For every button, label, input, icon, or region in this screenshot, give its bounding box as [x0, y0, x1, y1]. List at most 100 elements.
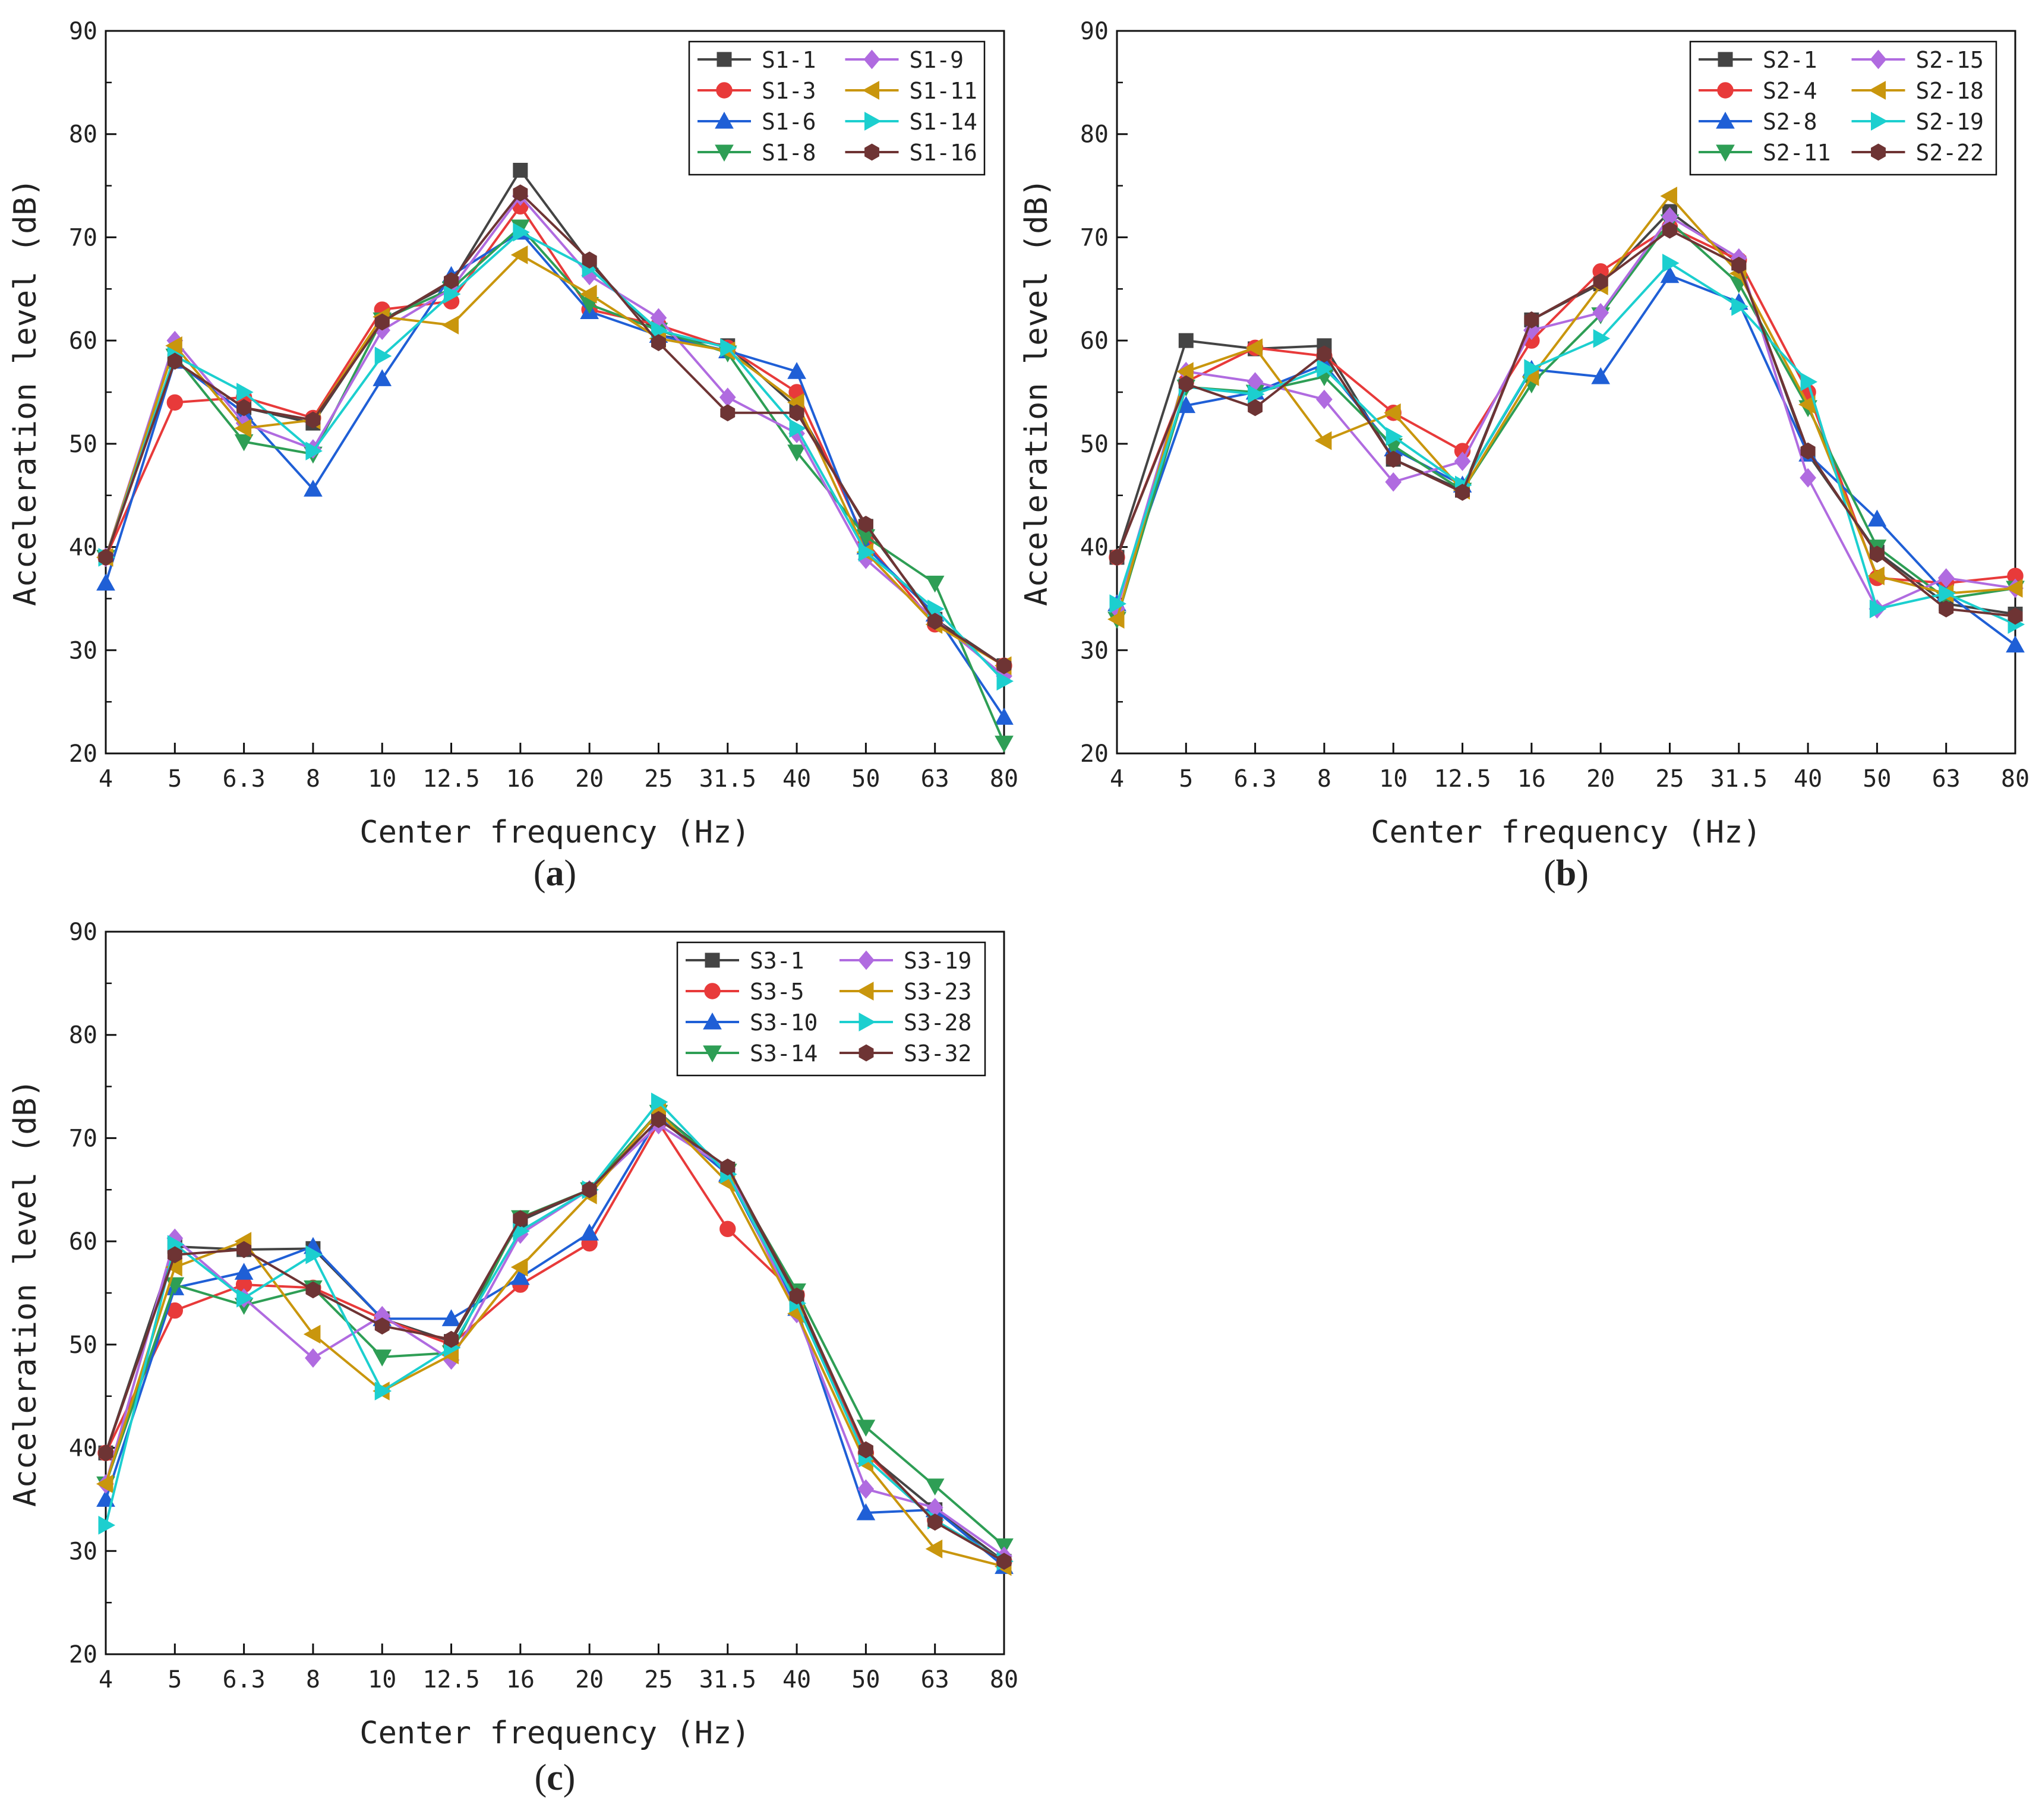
x-tick-label: 12.5 — [422, 1666, 479, 1693]
y-tick-label: 70 — [69, 224, 97, 251]
data-point — [1731, 297, 1749, 316]
legend-marker — [856, 982, 874, 1001]
data-point — [1454, 452, 1471, 471]
data-point — [510, 245, 528, 264]
data-point — [441, 1309, 461, 1326]
data-point — [444, 1330, 459, 1348]
x-tick-label: 31.5 — [699, 765, 756, 793]
y-tick-label: 20 — [69, 740, 97, 768]
chart-panel-b: 20 30 40 50 60 70 80 90 4 5 6.3 8 10 12.5 16 20 25 31.5 40… — [1019, 18, 2030, 894]
legend: S1-1 S1-3 S1-6 S1-8 S1-9 S1-11 S1-14 S1-16 — [688, 40, 986, 176]
chart-panel-c: 20 30 40 50 60 70 80 90 4 5 6.3 8 10 12.5 16 20 25 31.5 40… — [8, 919, 1018, 1798]
series-line — [1116, 215, 2016, 610]
data-point — [925, 1539, 943, 1559]
legend-label: S3-10 — [750, 1010, 818, 1036]
series-S3-1 — [98, 1105, 1012, 1569]
y-tick-label: 40 — [69, 1435, 97, 1462]
legend-marker — [859, 1012, 876, 1032]
data-point — [789, 404, 804, 422]
data-point — [856, 1420, 876, 1437]
data-point — [1800, 372, 1818, 392]
legend-marker — [717, 52, 732, 67]
series-S2-8 — [1107, 266, 2025, 653]
y-tick-label: 30 — [69, 1538, 97, 1565]
data-point — [236, 399, 252, 417]
data-point — [1800, 468, 1816, 488]
y-tick-label: 60 — [1080, 327, 1109, 355]
series-line — [105, 1100, 1005, 1563]
x-tick-label: 6.3 — [222, 1666, 265, 1693]
data-point — [167, 352, 182, 370]
x-tick-label: 8 — [306, 1666, 320, 1693]
series-S3-32 — [98, 1111, 1012, 1570]
x-tick-label: 5 — [1179, 765, 1193, 793]
legend-marker — [862, 81, 879, 100]
series-S2-11 — [1107, 214, 2025, 629]
data-point — [789, 1287, 804, 1305]
legend-label: S2-18 — [1916, 78, 1984, 104]
data-point — [1939, 583, 1956, 603]
legend-label: S3-14 — [750, 1040, 818, 1067]
legend-label: S2-1 — [1763, 47, 1817, 73]
legend-marker — [864, 143, 879, 161]
data-point — [857, 1479, 875, 1499]
legend-label: S3-19 — [904, 948, 971, 974]
data-point — [856, 1503, 876, 1521]
data-point — [305, 1348, 321, 1368]
data-point — [305, 1245, 323, 1264]
data-point — [1869, 545, 1885, 563]
data-point — [1593, 273, 1608, 291]
series-S2-1 — [1109, 204, 2023, 622]
series-S3-14 — [96, 1105, 1014, 1556]
legend-label: S2-11 — [1763, 140, 1830, 166]
legend-label: S1-6 — [762, 109, 816, 135]
y-tick-label: 90 — [69, 18, 97, 45]
data-point — [1314, 431, 1332, 450]
data-point — [925, 575, 945, 593]
x-axis-title: Center frequency (Hz) — [359, 815, 750, 850]
series-line — [105, 231, 1005, 682]
y-tick-label: 80 — [1080, 121, 1109, 149]
data-point — [858, 542, 876, 562]
data-point — [234, 418, 252, 438]
x-tick-label: 12.5 — [422, 765, 479, 793]
series-line — [1116, 194, 2016, 620]
x-tick-label: 50 — [1863, 765, 1891, 793]
data-point — [580, 1223, 599, 1241]
x-tick-label: 10 — [368, 765, 396, 793]
data-point — [1385, 427, 1403, 446]
series-S1-14 — [98, 222, 1014, 691]
x-tick-label: 4 — [99, 765, 113, 793]
x-tick-label: 5 — [168, 1666, 182, 1693]
y-axis-title: Acceleration level (dB) — [8, 178, 43, 606]
x-axis-title: Center frequency (Hz) — [1371, 815, 1761, 850]
panel-label: (b) — [1544, 853, 1589, 894]
data-point — [510, 1267, 530, 1285]
legend-label: S3-23 — [904, 979, 971, 1005]
x-tick-label: 80 — [990, 1666, 1018, 1693]
series-line — [1116, 274, 2016, 646]
x-tick-label: 16 — [506, 1666, 535, 1693]
series-line — [105, 1123, 1005, 1557]
data-point — [719, 1220, 736, 1237]
x-tick-label: 16 — [1517, 765, 1546, 793]
legend-marker — [859, 1044, 874, 1062]
series-S1-9 — [97, 186, 1012, 686]
data-point — [1178, 375, 1194, 393]
legend-label: S3-32 — [904, 1040, 971, 1067]
data-point — [1662, 254, 1680, 273]
chart-panel-a: 20 30 40 50 60 70 80 90 4 5 6.3 8 10 12.5 16 20 25 31.5 40… — [8, 18, 1018, 894]
series-S3-5 — [97, 1114, 1012, 1570]
series-S3-19 — [97, 1115, 1012, 1566]
data-point — [1869, 599, 1887, 619]
data-point — [234, 1263, 254, 1280]
y-tick-label: 50 — [69, 1332, 97, 1359]
x-tick-label: 4 — [99, 1666, 113, 1693]
x-tick-label: 20 — [1586, 765, 1615, 793]
data-point — [720, 404, 736, 422]
legend-label: S2-15 — [1916, 47, 1984, 73]
data-point — [2008, 607, 2023, 625]
legend: S2-1 S2-4 S2-8 S2-11 S2-15 S2-18 S2-19 S2-22 — [1689, 40, 1997, 176]
legend-label: S1-14 — [910, 109, 977, 135]
legend-label: S2-19 — [1916, 109, 1984, 135]
